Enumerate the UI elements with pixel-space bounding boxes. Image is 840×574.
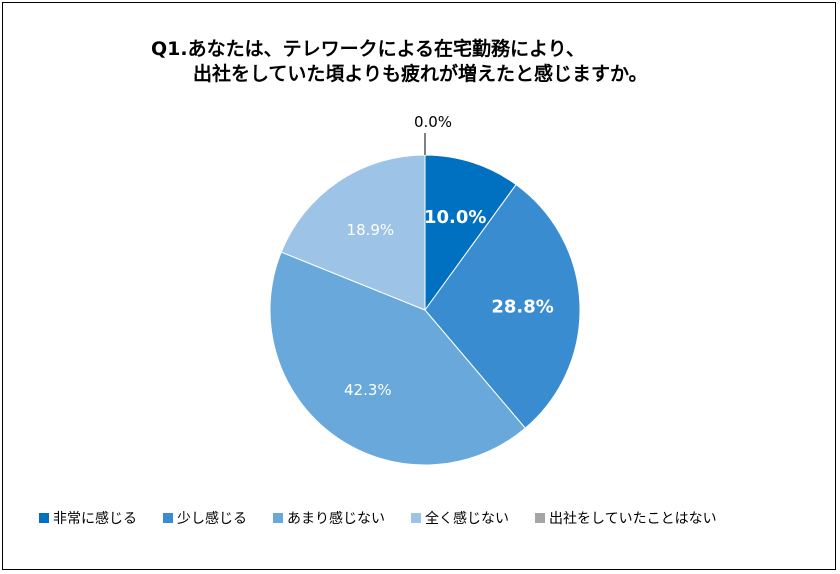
data-label-2: 42.3%: [344, 381, 392, 399]
pie-slice-3: [280, 154, 426, 311]
legend-label: あまり感じない: [287, 511, 385, 527]
legend-swatch: [273, 513, 283, 523]
legend-swatch: [535, 513, 545, 523]
data-label-3: 18.9%: [347, 221, 395, 239]
data-label-4: 0.0%: [414, 113, 452, 131]
legend-swatch: [39, 513, 49, 523]
legend-item: 非常に感じる: [39, 508, 137, 528]
pie-slice-1: [424, 183, 581, 429]
title-line-1: Q1.あなたは、テレワークによる在宅勤務により、: [151, 38, 585, 60]
legend-label: 全く感じない: [425, 511, 509, 527]
legend-swatch: [411, 513, 421, 523]
legend-item: 全く感じない: [411, 508, 509, 528]
chart-title: Q1.あなたは、テレワークによる在宅勤務により、 出社をしていた頃よりも疲れが増…: [151, 37, 751, 87]
legend-label: 出社をしていたことはない: [549, 511, 717, 527]
legend-item: あまり感じない: [273, 508, 385, 528]
data-label-0: 10.0%: [424, 207, 486, 228]
legend-label: 少し感じる: [177, 511, 247, 527]
pie-slice-0: [424, 154, 517, 312]
legend-label: 非常に感じる: [53, 511, 137, 527]
legend-swatch: [163, 513, 173, 523]
legend-item: 出社をしていたことはない: [535, 508, 717, 528]
legend: 非常に感じる 少し感じる あまり感じない 全く感じない 出社をしていたことはない: [39, 508, 717, 528]
pie-chart: 10.0% 28.8% 42.3% 18.9% 0.0%: [269, 113, 581, 466]
data-label-1: 28.8%: [491, 296, 553, 317]
legend-item: 少し感じる: [163, 508, 247, 528]
pie-slice-2: [269, 251, 526, 466]
title-line-2: 出社をしていた頃よりも疲れが増えたと感じますか。: [193, 63, 648, 85]
